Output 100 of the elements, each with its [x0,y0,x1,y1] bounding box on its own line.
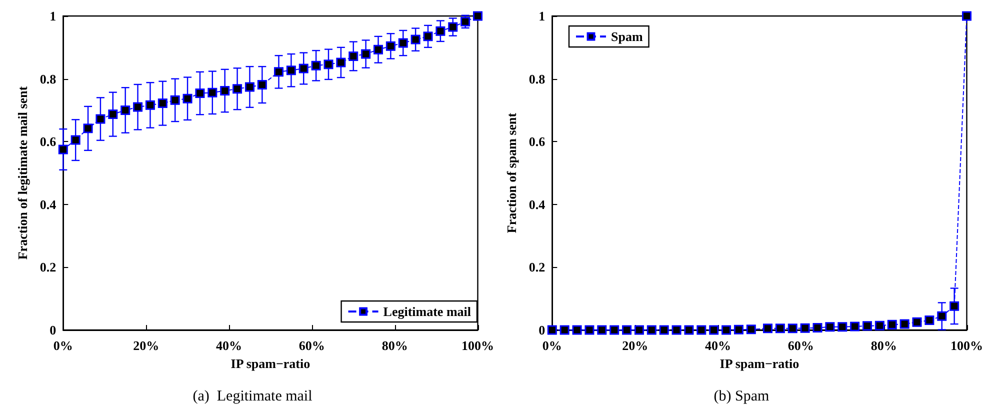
point [584,325,594,335]
point [646,325,656,335]
x-tick-label: 60% [298,338,325,353]
point [348,51,358,61]
x-tick-label: 0% [542,338,562,353]
point [696,325,706,335]
x-tick-label: 20% [133,338,160,353]
y-tick-label: 1 [50,8,56,24]
x-tick-label: 60% [788,338,814,353]
x-tick-label: 0% [53,338,73,353]
legend-label: Legitimate mail [383,304,472,319]
point [874,320,884,330]
point [436,26,446,36]
point [775,324,785,334]
y-tick-label: 0 [538,322,546,338]
point [298,64,308,74]
point [386,41,396,51]
y-tick-label: 0.8 [528,71,546,86]
point [912,317,922,327]
point [208,88,218,98]
y-tick-label: 0.2 [40,260,56,275]
point [473,11,482,21]
point [560,325,570,335]
point [722,325,732,335]
y-tick-label: 0.6 [40,134,57,150]
point [634,325,644,335]
point [336,58,346,68]
x-tick-label: 100% [950,338,983,353]
point [825,322,835,332]
point [850,322,860,332]
point [220,86,230,96]
y-axis-title: Fraction of spam sent [504,112,519,234]
point [610,325,620,335]
point [900,319,910,329]
point [709,325,719,335]
point [887,320,897,330]
x-tick-label: 40% [216,338,242,353]
y-tick-label: 0.2 [528,260,546,275]
point [158,98,168,108]
y-tick-label: 0.4 [528,196,546,212]
x-axis-title: IP spam−ratio [230,356,310,371]
x-tick-label: 40% [704,338,731,353]
x-tick-label: 20% [622,338,648,353]
point [924,316,934,326]
point [311,60,321,70]
point [812,323,822,333]
x-tick-label: 80% [870,338,897,353]
point [762,324,772,334]
point [547,325,557,335]
point [800,323,810,333]
point [410,34,420,44]
legend-label: Spam [611,29,643,44]
point [937,311,947,321]
point [622,325,632,335]
point [597,325,607,335]
text: (a) Legitimate mail [192,388,312,404]
y-tick-label: 0 [50,322,56,338]
point [108,110,118,120]
y-tick-label: 0.8 [40,71,57,86]
point [58,144,68,154]
point [672,325,682,335]
point [70,135,80,145]
point [746,324,756,334]
point [572,325,582,335]
point [244,82,254,92]
point [423,32,433,42]
point [195,88,205,98]
point [373,44,383,54]
point [398,38,408,48]
y-tick-label: 1 [538,8,546,24]
x-axis-title: IP spam−ratio [720,356,800,371]
point [120,105,130,115]
point [361,49,371,59]
y-tick-label: 0.6 [528,134,546,150]
point [324,60,334,70]
x-tick-label: 80% [382,338,408,353]
point [257,80,267,90]
point [838,322,848,332]
point [133,102,143,112]
x-tick-label: 100% [462,338,494,353]
point [460,16,470,26]
point [684,325,694,335]
y-tick-label: 0.4 [40,196,57,212]
y-axis-title: Fraction of legitimate mail sent [15,86,30,260]
point [274,67,284,77]
point [96,114,106,124]
point [170,95,180,105]
point [145,100,155,110]
point [286,66,296,76]
text: (b) Spam [714,388,770,404]
point [788,324,798,334]
point [862,321,872,331]
point [83,124,93,134]
point [448,22,458,32]
point [962,11,972,21]
point [734,324,744,334]
point [182,94,192,104]
point [232,84,242,94]
point [659,325,669,335]
point [950,301,960,311]
